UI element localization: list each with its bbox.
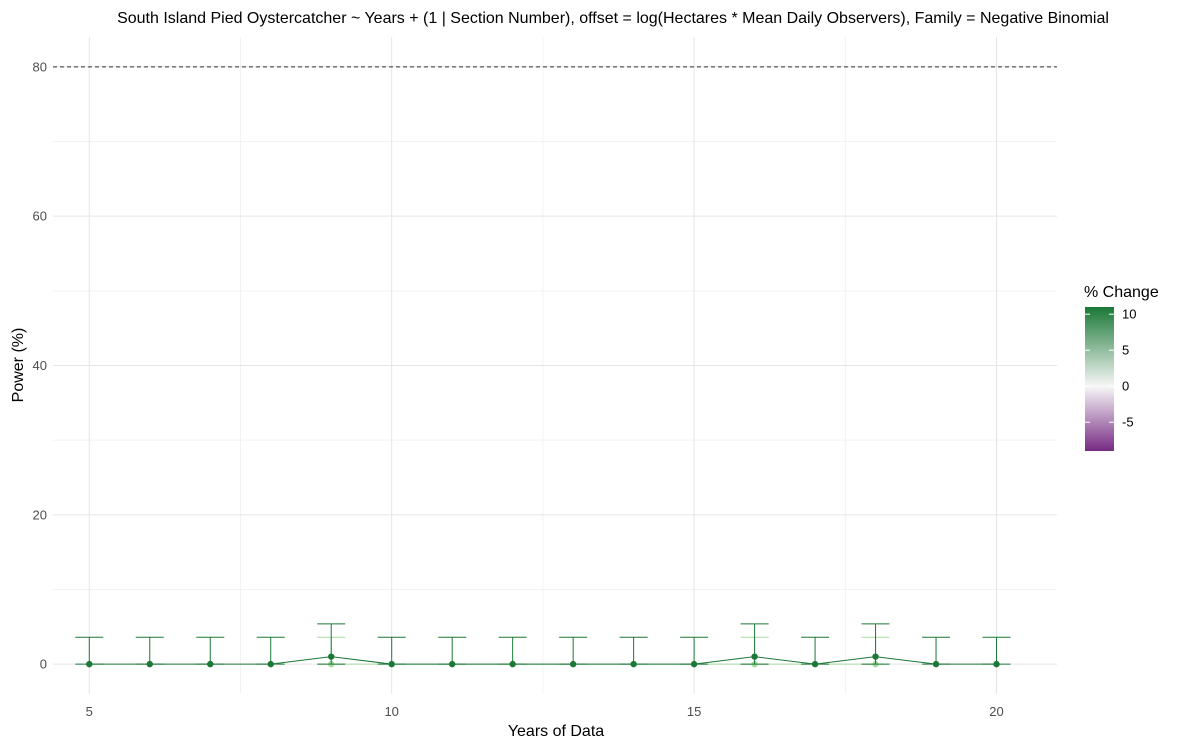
data-point (328, 653, 335, 660)
x-tick-label: 5 (86, 704, 93, 719)
data-point (751, 653, 758, 660)
data-point (569, 660, 577, 668)
data-point (630, 660, 637, 668)
y-tick-label: 80 (33, 59, 47, 74)
x-tick-label: 10 (384, 704, 398, 719)
data-point (509, 660, 516, 668)
data-point (86, 660, 93, 668)
data-point (267, 660, 274, 668)
x-tick-label: 15 (687, 704, 701, 719)
legend-tick-label: 5 (1122, 343, 1129, 358)
legend-ticks: 10 5 0 -5 (1085, 307, 1136, 430)
series-change-10 (75, 623, 1011, 668)
series-line (89, 656, 997, 665)
data-point (932, 660, 940, 668)
legend-tick-label: -5 (1122, 415, 1134, 430)
x-tick-label: 20 (989, 704, 1003, 719)
legend-title: % Change (1084, 284, 1159, 301)
chart-title: South Island Pied Oystercatcher ~ Years … (117, 10, 1109, 27)
data-point (690, 660, 698, 668)
x-axis-title: Years of Data (508, 723, 604, 740)
data-point (388, 660, 395, 668)
data-point (872, 653, 879, 660)
y-tick-label: 0 (40, 657, 47, 672)
legend-tick-label: 10 (1122, 307, 1136, 322)
data-point (811, 660, 819, 668)
y-tick-label: 20 (33, 507, 47, 522)
legend-tick-label: 0 (1122, 379, 1129, 394)
y-tick-label: 60 (33, 209, 47, 224)
y-tick-label: 40 (33, 358, 47, 373)
data-point (993, 660, 1000, 668)
y-axis-title: Power (%) (10, 328, 27, 403)
x-axis-ticks: 5 10 15 20 (86, 704, 1004, 719)
data-point (448, 660, 456, 668)
legend: % Change 10 5 0 -5 (1084, 284, 1159, 451)
legend-colorbar (1085, 307, 1114, 451)
y-axis-ticks: 0 20 40 60 80 (33, 59, 47, 671)
data-point (146, 660, 153, 668)
data-point (207, 660, 214, 668)
series-layer (75, 623, 1011, 668)
grid (53, 37, 1057, 694)
